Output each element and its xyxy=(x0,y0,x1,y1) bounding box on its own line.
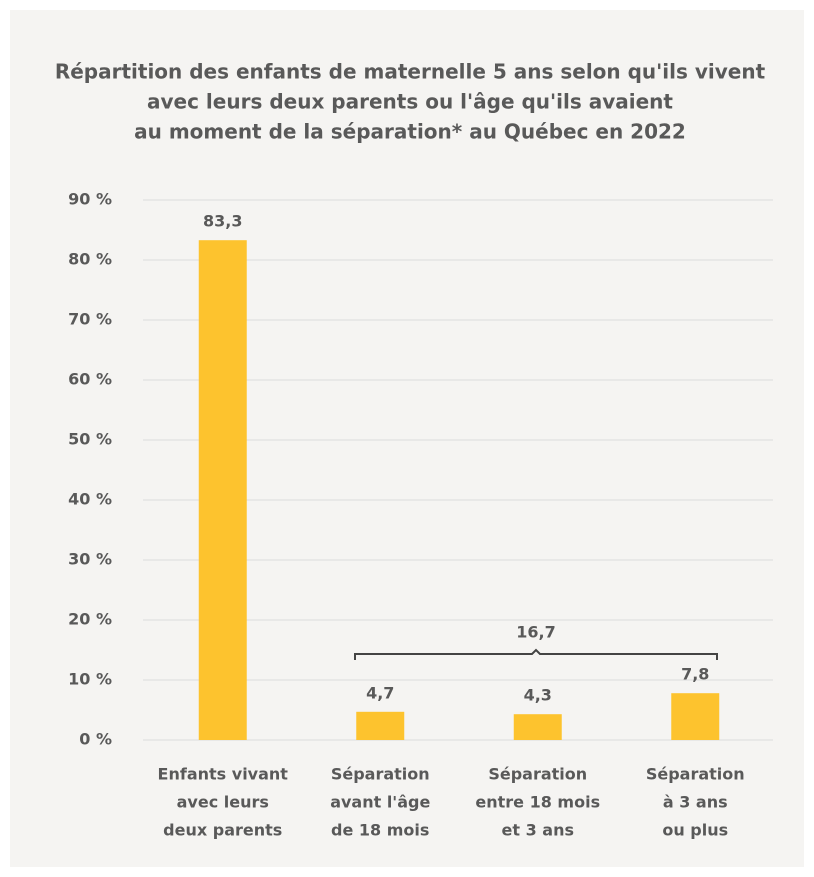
x-tick-label: entre 18 mois xyxy=(475,793,600,812)
x-tick-label: avant l'âge xyxy=(330,793,430,812)
x-tick-label: à 3 ans xyxy=(663,793,728,812)
x-tick-label: Enfants vivant xyxy=(158,765,289,784)
y-tick-label: 0 % xyxy=(79,730,112,749)
x-tick-label: avec leurs xyxy=(177,793,269,812)
x-tick-label: ou plus xyxy=(662,821,728,840)
y-tick-label: 60 % xyxy=(68,370,112,389)
annotation: 16,7 xyxy=(516,623,555,642)
y-tick-label: 30 % xyxy=(68,550,112,569)
x-tick-label: Séparation xyxy=(488,765,587,784)
value-label: 4,3 xyxy=(524,686,552,705)
x-tick-label: Séparation xyxy=(646,765,745,784)
chart-title: Répartition des enfants de maternelle 5 … xyxy=(55,60,766,84)
bar xyxy=(198,240,247,740)
bar xyxy=(356,711,405,740)
x-tick-label: Séparation xyxy=(331,765,430,784)
bar xyxy=(513,714,562,740)
x-tick-label: et 3 ans xyxy=(502,821,574,840)
y-tick-label: 90 % xyxy=(68,190,112,209)
y-tick-label: 10 % xyxy=(68,670,112,689)
y-tick-label: 40 % xyxy=(68,490,112,509)
y-tick-label: 70 % xyxy=(68,310,112,329)
value-label: 83,3 xyxy=(203,212,242,231)
value-label: 7,8 xyxy=(681,665,709,684)
y-tick-label: 80 % xyxy=(68,250,112,269)
bar xyxy=(671,693,720,740)
bracket xyxy=(354,648,718,660)
y-tick-label: 50 % xyxy=(68,430,112,449)
x-tick-label: de 18 mois xyxy=(331,821,429,840)
y-tick-label: 20 % xyxy=(68,610,112,629)
value-label: 4,7 xyxy=(366,683,394,702)
chart-title: avec leurs deux parents ou l'âge qu'ils … xyxy=(147,90,673,114)
x-tick-label: deux parents xyxy=(163,821,282,840)
chart-title: au moment de la séparation* au Québec en… xyxy=(134,120,686,144)
